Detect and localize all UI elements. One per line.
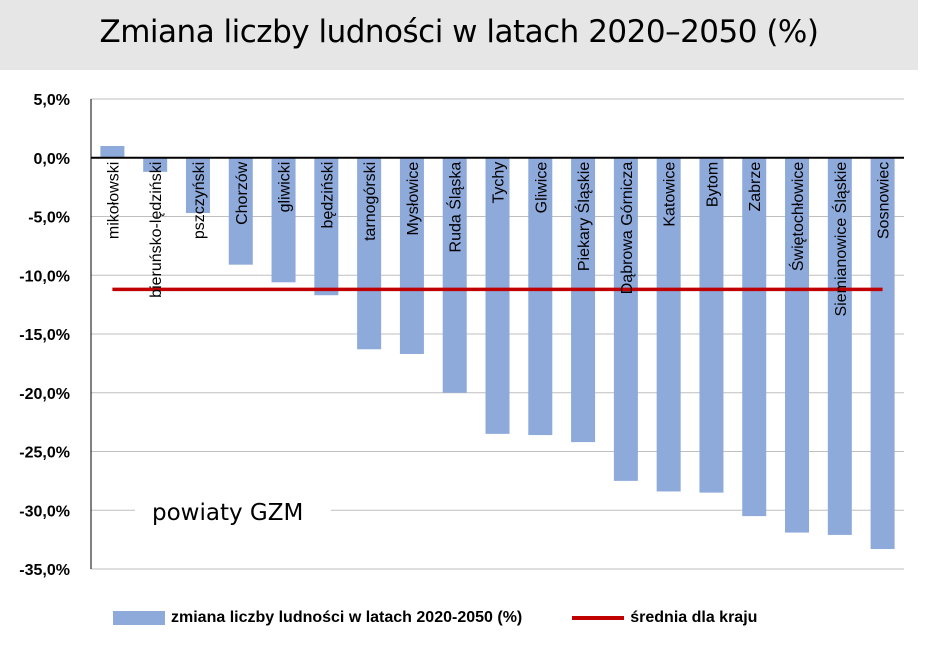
category-label: Ruda Śląska: [446, 162, 465, 253]
bar: [485, 157, 510, 434]
bar: [442, 157, 467, 393]
legend-line-label: średnia dla kraju: [630, 609, 758, 626]
y-tick-label: 0,0%: [34, 151, 70, 168]
y-tick-label: -35,0%: [19, 562, 70, 579]
category-label: mikołowski: [105, 162, 122, 239]
category-label: Siemianowice Śląskie: [831, 162, 850, 317]
category-label: gliwicki: [277, 162, 294, 213]
bar: [314, 157, 339, 296]
bar: [613, 157, 638, 481]
y-tick-label: -10,0%: [19, 268, 70, 285]
bar: [528, 157, 553, 436]
annotation-text: powiaty GZM: [152, 500, 303, 526]
y-tick-label: 5,0%: [34, 92, 70, 109]
chart-svg: 5,0% 0,0% -5,0% -10,0% -15,0% -20,0% -25,0% -30…: [19, 92, 904, 579]
bar: [785, 157, 810, 533]
y-tick-label: -20,0%: [19, 386, 70, 403]
category-label: Gliwice: [533, 162, 550, 214]
category-label: Katowice: [662, 162, 679, 227]
bar: [699, 157, 724, 493]
y-tick-label: -30,0%: [19, 503, 70, 520]
chart-title: Zmiana liczby ludności w latach 2020–205…: [99, 14, 819, 50]
legend-bar-label: zmiana liczby ludności w latach 2020-205…: [171, 609, 523, 626]
bar: [185, 157, 210, 213]
y-tick-label: -15,0%: [19, 327, 70, 344]
bar: [571, 157, 596, 443]
bar: [870, 157, 895, 550]
category-label: Piekary Śląskie: [574, 162, 593, 271]
category-label: będziński: [319, 162, 336, 229]
bar: [143, 157, 168, 172]
bar: [100, 146, 125, 158]
category-label: Chorzów: [234, 161, 251, 225]
bar: [357, 157, 382, 350]
bar: [271, 157, 296, 283]
bar: [742, 157, 767, 517]
bar: [656, 157, 681, 492]
legend: zmiana liczby ludności w latach 2020-205…: [113, 606, 757, 630]
category-label: Tychy: [491, 162, 508, 204]
y-tick-label: -5,0%: [28, 210, 70, 227]
bar: [399, 157, 424, 354]
legend-bar-swatch: [113, 611, 165, 625]
category-label: pszczyński: [191, 162, 208, 239]
y-tick-label: -25,0%: [19, 445, 70, 462]
bar: [228, 157, 253, 265]
annotation-background: [135, 486, 331, 522]
bar: [827, 157, 852, 535]
category-label: tarnogórski: [362, 162, 379, 241]
category-label: Sosnowiec: [876, 162, 893, 239]
category-label: Mysłowice: [405, 162, 422, 236]
legend-line-swatch: [572, 616, 625, 620]
category-label: Zabrze: [747, 162, 764, 212]
category-label: Świętochłowice: [788, 162, 807, 271]
category-label: bieruńsko-lędziński: [148, 162, 165, 298]
category-label: Bytom: [704, 162, 721, 207]
category-label: Dąbrowa Górnicza: [619, 162, 636, 295]
title-band: [0, 0, 918, 70]
